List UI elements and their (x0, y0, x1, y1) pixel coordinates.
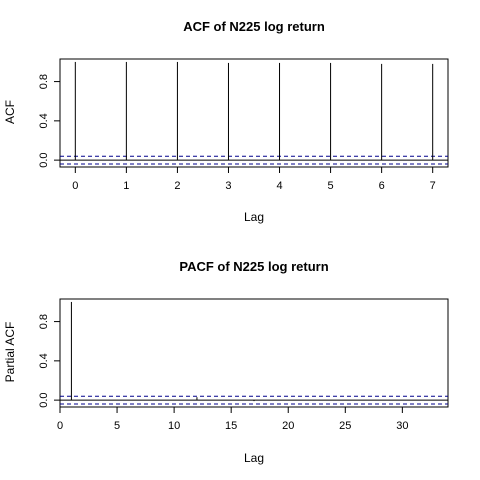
pacf-x-axis-label: Lag (244, 451, 264, 465)
pacf-panel: PACF of N225 log return Lag Partial ACF … (3, 259, 449, 465)
acf-x-tick-label-1: 1 (123, 180, 129, 192)
pacf-y-tick-label-0: 0.0 (38, 392, 50, 407)
pacf-x-tick-label-10: 10 (168, 420, 180, 432)
acf-panel: ACF of N225 log return Lag ACF 0 1 2 3 4 5 6 70… (3, 19, 449, 224)
acf-x-axis-label: Lag (244, 210, 264, 224)
acf-x-tick-label-4: 4 (276, 180, 282, 192)
acf-plot-frame (59, 58, 449, 168)
acf-x-tick-label-6: 6 (379, 180, 385, 192)
acf-x-tick-label-5: 5 (328, 180, 334, 192)
pacf-plot-frame (59, 298, 449, 408)
acf-y-tick-label-0: 0.0 (38, 152, 50, 167)
pacf-y-axis-label: Partial ACF (3, 322, 17, 383)
pacf-y-tick-label-2: 0.8 (38, 314, 50, 329)
pacf-x-tick-label-25: 25 (339, 420, 351, 432)
acf-y-axis-label: ACF (3, 100, 17, 124)
acf-y-tick-label-1: 0.4 (38, 113, 50, 128)
acf-x-tick-label-7: 7 (430, 180, 436, 192)
pacf-x-tick-label-5: 5 (114, 420, 120, 432)
acf-y-tick-label-2: 0.8 (38, 74, 50, 89)
pacf-x-tick-label-30: 30 (396, 420, 408, 432)
acf-x-tick-label-3: 3 (225, 180, 231, 192)
acf-x-tick-label-2: 2 (174, 180, 180, 192)
pacf-y-tick-label-1: 0.4 (38, 353, 50, 368)
pacf-x-tick-label-15: 15 (225, 420, 237, 432)
acf-x-tick-label-0: 0 (72, 180, 78, 192)
pacf-title: PACF of N225 log return (179, 259, 328, 274)
acf-title: ACF of N225 log return (183, 19, 325, 34)
acf-marks: 0 1 2 3 4 5 6 7 0.0 0.4 0.8 (38, 58, 449, 192)
pacf-x-tick-label-20: 20 (282, 420, 294, 432)
pacf-marks: 0 5 10 15 20 25 30 0.0 0.4 0.8 (38, 298, 449, 432)
pacf-x-tick-label-0: 0 (57, 420, 63, 432)
